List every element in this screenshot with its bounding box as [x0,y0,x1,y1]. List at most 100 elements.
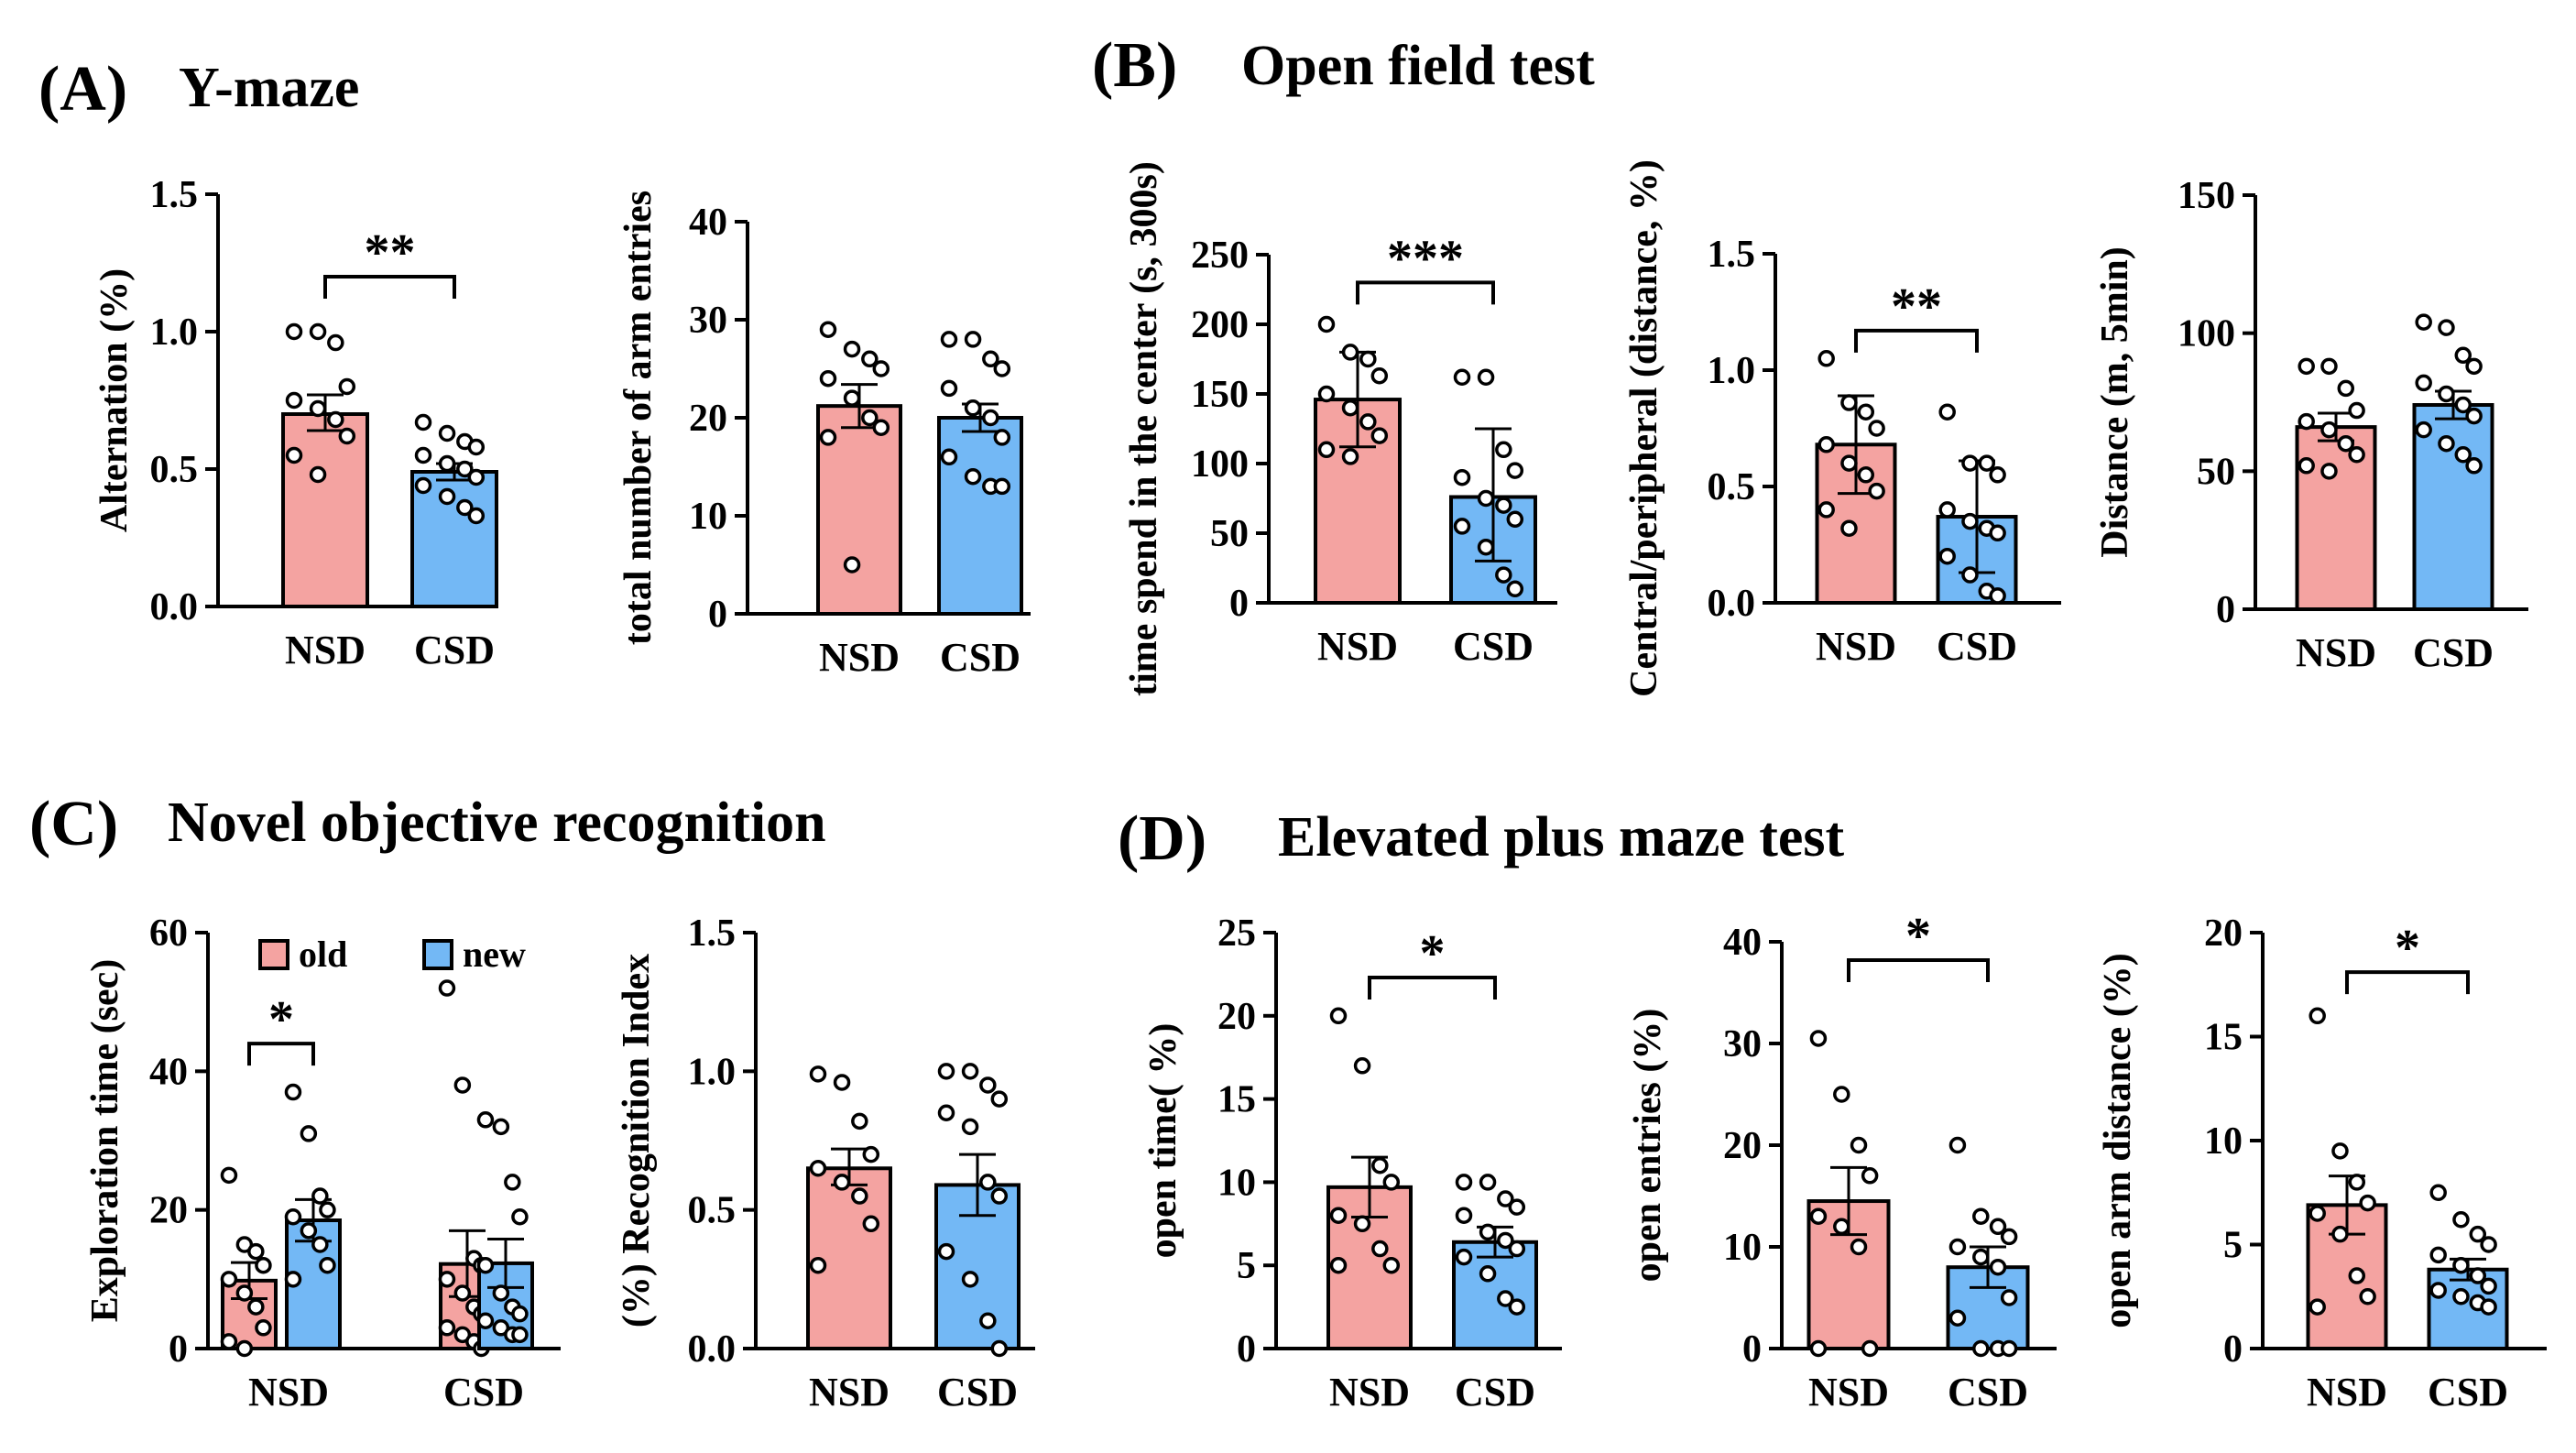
data-point [1948,1238,1967,1256]
y-axis-label: (%) Recognition Index [616,954,658,1327]
data-point [255,1256,272,1274]
data-point [492,1284,510,1302]
data-point [1989,524,2006,542]
data-point [1353,1215,1371,1233]
y-axis-label: open arm distance (%) [2097,953,2139,1327]
data-point [2298,457,2315,475]
x-category-label: CSD [937,1370,1018,1415]
y-tick-label: 60 [149,912,188,955]
x-category-label: CSD [414,628,495,672]
data-point [961,1118,979,1136]
data-point [809,1160,827,1177]
data-point [961,1063,979,1080]
y-tick-label: 30 [689,300,727,342]
data-point [1961,512,1979,530]
y-tick-label: 0 [1229,583,1249,625]
data-point [235,1284,254,1302]
y-tick-label: 50 [2197,451,2235,493]
data-point [2454,396,2472,414]
y-tick-label: 0 [1237,1328,1256,1371]
data-point [1341,448,1359,465]
significance-marker: ** [1891,279,1942,335]
chart-oft-central-peripheral: 0.0 0.5 1.0 1.5 Central/peripheral (distance… [1623,159,2061,697]
data-point [2452,1256,2470,1274]
data-point [1455,1248,1473,1266]
data-point [414,413,432,432]
panel-d-letter: (D) [1118,803,1206,874]
data-point [1455,1207,1473,1224]
data-point [872,360,890,377]
data-point [961,1271,979,1288]
data-point [1359,350,1377,368]
x-category-label: NSD [1816,624,1896,669]
data-point [809,1065,827,1083]
data-point [327,410,344,429]
data-point [982,409,999,427]
x-category-label: NSD [809,1370,890,1415]
x-category-label: NSD [2307,1370,2387,1415]
data-point [414,476,432,495]
data-point [1972,1248,1990,1266]
data-point [2429,1184,2447,1201]
data-point [1370,427,1389,444]
data-point [1840,394,1858,411]
data-point [1840,454,1858,472]
data-point [1455,1174,1473,1191]
x-category-label: CSD [2428,1370,2508,1415]
data-point [285,446,303,464]
data-point [1495,566,1512,584]
data-point [1329,1256,1348,1274]
data-point [2469,1267,2487,1284]
panel-a-title: Y-maze [179,57,359,119]
data-point [476,1256,495,1274]
data-point [1972,1339,1990,1358]
data-point [2309,1007,2326,1025]
data-point [819,369,837,388]
data-point [2000,1228,2018,1246]
data-point [964,331,982,348]
data-point [1479,1265,1497,1283]
data-point [456,498,474,517]
y-tick-label: 0.0 [688,1328,737,1371]
data-point [1972,1207,1990,1225]
data-point [862,1145,880,1163]
data-point [1948,1136,1967,1154]
data-point [2452,1288,2470,1306]
x-category-label: NSD [1808,1370,1889,1415]
data-point [861,409,879,427]
data-point [1506,462,1524,479]
x-category-label: NSD [248,1370,329,1415]
y-axis-label: Central/peripheral (distance, %) [1623,159,1665,697]
data-point [467,438,486,456]
legend-label-new: new [463,934,526,975]
data-point [1508,1240,1526,1258]
data-point [2415,374,2432,392]
data-point [1506,510,1524,529]
data-point [964,399,982,417]
y-tick-label: 1.0 [1708,350,1756,392]
data-point [940,379,958,398]
y-tick-label: 150 [2178,175,2235,217]
data-point [492,1118,510,1136]
y-axis-label: time spend in the center (s, 300s) [1123,161,1165,696]
data-point [1317,315,1336,333]
data-point [284,1207,302,1226]
y-tick-label: 1.0 [150,311,199,354]
data-point [511,1305,529,1323]
data-point [1868,420,1885,437]
y-tick-label: 40 [689,202,727,244]
data-point [2000,1339,2018,1358]
y-tick-label: 25 [1217,912,1256,955]
significance-bracket [1847,957,1990,982]
y-tick-label: 40 [149,1051,188,1093]
data-point [2429,1282,2447,1299]
legend-label-old: old [299,934,347,975]
data-point [1341,344,1359,361]
data-point [1857,466,1875,484]
y-tick-label: 30 [1723,1023,1762,1065]
data-point [2454,446,2472,464]
data-point [2438,385,2455,403]
data-point [511,1207,529,1226]
